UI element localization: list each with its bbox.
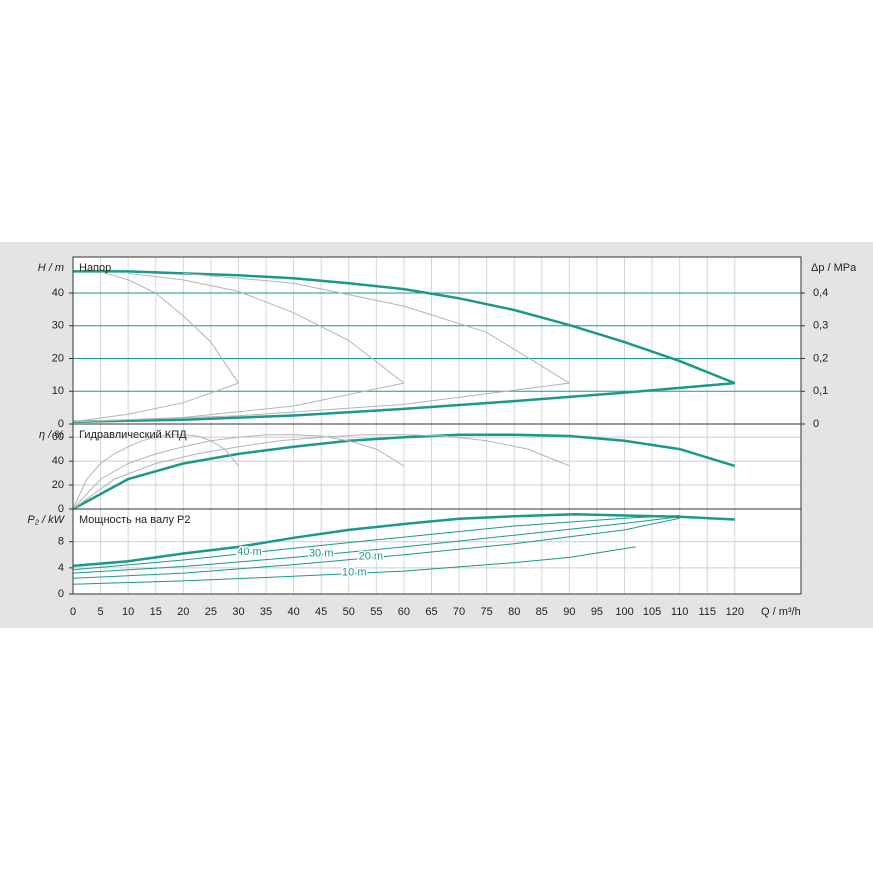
series-label: 10 m — [342, 566, 366, 578]
y-tick-label: 30 — [52, 320, 64, 332]
curve — [72, 516, 680, 574]
panel-title: Мощность на валу P2 — [79, 514, 191, 526]
y-tick-label: 20 — [52, 479, 64, 491]
curve — [100, 271, 239, 384]
y-tick-label: 20 — [52, 352, 64, 364]
x-tick-label: 15 — [150, 606, 162, 618]
curve — [72, 512, 735, 568]
panel-border — [72, 508, 802, 595]
curve — [72, 381, 735, 423]
plot-area — [73, 257, 801, 424]
x-tick-label: 35 — [260, 606, 272, 618]
y2-tick-label: 0 — [813, 418, 819, 430]
y2-tick-label: 0,3 — [813, 320, 828, 332]
y-axis-label: P₂ / kW — [27, 514, 65, 526]
y-tick-label: 40 — [52, 455, 64, 467]
x-tick-label: 75 — [481, 606, 493, 618]
y-tick-label: 60 — [52, 431, 64, 443]
y-axis-label: η / % — [39, 429, 64, 441]
series-label: 30 m — [309, 548, 333, 560]
curve — [72, 434, 239, 510]
y-tick-label: 0 — [58, 503, 64, 515]
y2-axis-label: Δp / MPa — [811, 262, 857, 274]
x-tick-label: 0 — [70, 606, 76, 618]
y-tick-label: 0 — [58, 588, 64, 600]
x-tick-label: 95 — [591, 606, 603, 618]
curve — [72, 515, 680, 571]
x-axis-label: Q / m³/h — [761, 606, 801, 618]
x-tick-label: 105 — [643, 606, 661, 618]
curve — [72, 433, 736, 511]
y-tick-label: 40 — [52, 287, 64, 299]
x-tick-label: 110 — [671, 606, 689, 618]
y-tick-label: 10 — [52, 385, 64, 397]
x-tick-label: 70 — [453, 606, 465, 618]
x-tick-label: 25 — [205, 606, 217, 618]
x-tick-label: 55 — [370, 606, 382, 618]
x-tick-label: 115 — [698, 606, 716, 618]
x-tick-label: 5 — [98, 606, 104, 618]
x-tick-label: 30 — [232, 606, 244, 618]
curve — [128, 272, 405, 384]
y-tick-label: 8 — [58, 536, 64, 548]
y-tick-label: 0 — [58, 418, 64, 430]
x-tick-label: 65 — [425, 606, 437, 618]
x-tick-label: 40 — [287, 606, 299, 618]
x-tick-label: 85 — [536, 606, 548, 618]
x-tick-label: 45 — [315, 606, 327, 618]
curve — [183, 272, 570, 384]
y2-tick-label: 0,2 — [813, 352, 828, 364]
x-tick-label: 20 — [177, 606, 189, 618]
curve — [72, 434, 405, 510]
curve — [72, 382, 570, 423]
series-label: 20 m — [359, 551, 383, 563]
curve — [72, 434, 570, 510]
y2-tick-label: 0,4 — [813, 287, 828, 299]
curve — [72, 382, 239, 423]
series-label: 40 m — [237, 546, 261, 558]
panel-title: Гидравлический КПД — [79, 429, 187, 441]
y-tick-label: 4 — [58, 562, 64, 574]
x-tick-label: 60 — [398, 606, 410, 618]
x-tick-label: 100 — [615, 606, 633, 618]
x-tick-label: 90 — [563, 606, 575, 618]
x-tick-label: 80 — [508, 606, 520, 618]
curve — [72, 517, 680, 579]
x-tick-label: 50 — [343, 606, 355, 618]
y-axis-label: H / m — [38, 262, 64, 274]
curve — [72, 546, 636, 585]
x-tick-label: 10 — [122, 606, 134, 618]
x-tick-label: 120 — [726, 606, 744, 618]
y2-tick-label: 0,1 — [813, 385, 828, 397]
panel-title: Напор — [79, 262, 111, 274]
